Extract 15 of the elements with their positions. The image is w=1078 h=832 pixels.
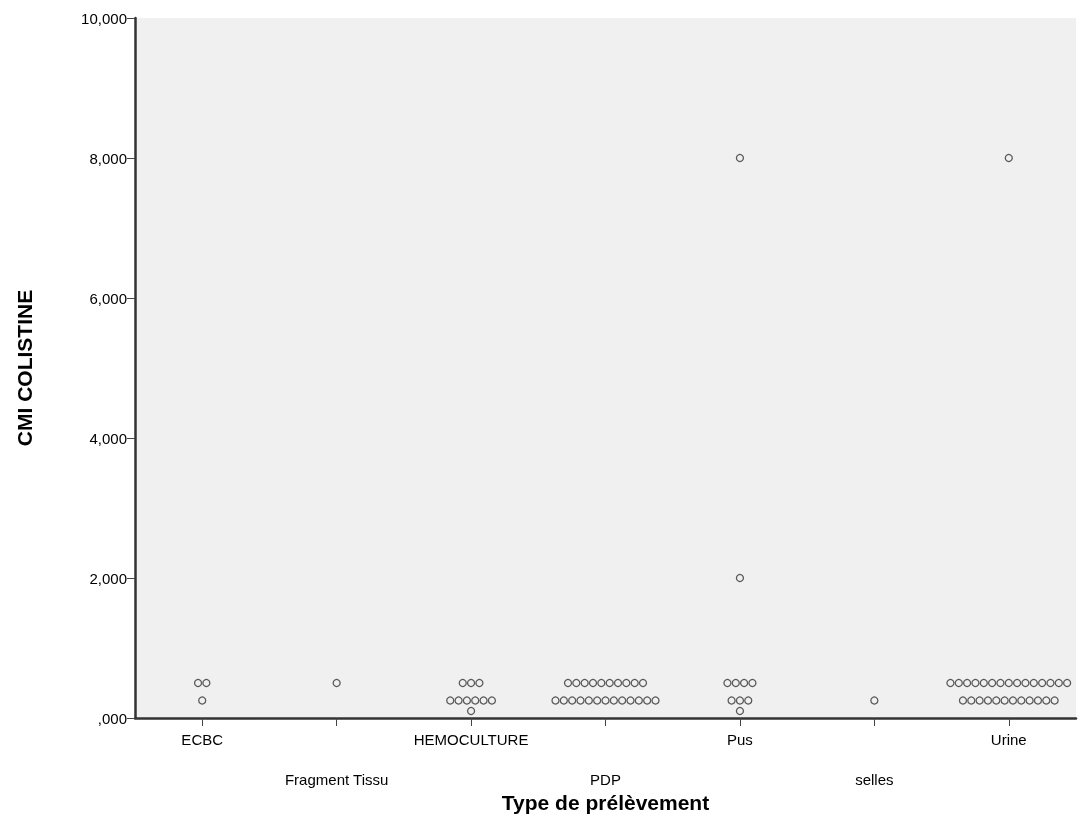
y-tick-label: 2,000 [89,569,127,587]
y-tick-label: ,000 [97,709,127,727]
y-tick-label: 10,000 [81,9,127,27]
x-tick-label: HEMOCULTURE [413,731,529,748]
y-tick-label: 8,000 [89,149,127,167]
x-tick-label: ECBC [181,731,224,748]
x-tick-label: Pus [727,731,753,748]
x-tick-label: selles [855,771,894,788]
x-tick-label: PDP [590,771,621,788]
x-axis-title: Type de prélèvement [501,790,710,814]
y-tick-label: 6,000 [89,289,127,307]
x-tick-label: Fragment Tissu [284,771,389,788]
y-tick-label: 4,000 [89,429,127,447]
x-tick-label: Urine [990,731,1027,748]
y-axis-title: CMI COLISTINE [13,289,36,447]
